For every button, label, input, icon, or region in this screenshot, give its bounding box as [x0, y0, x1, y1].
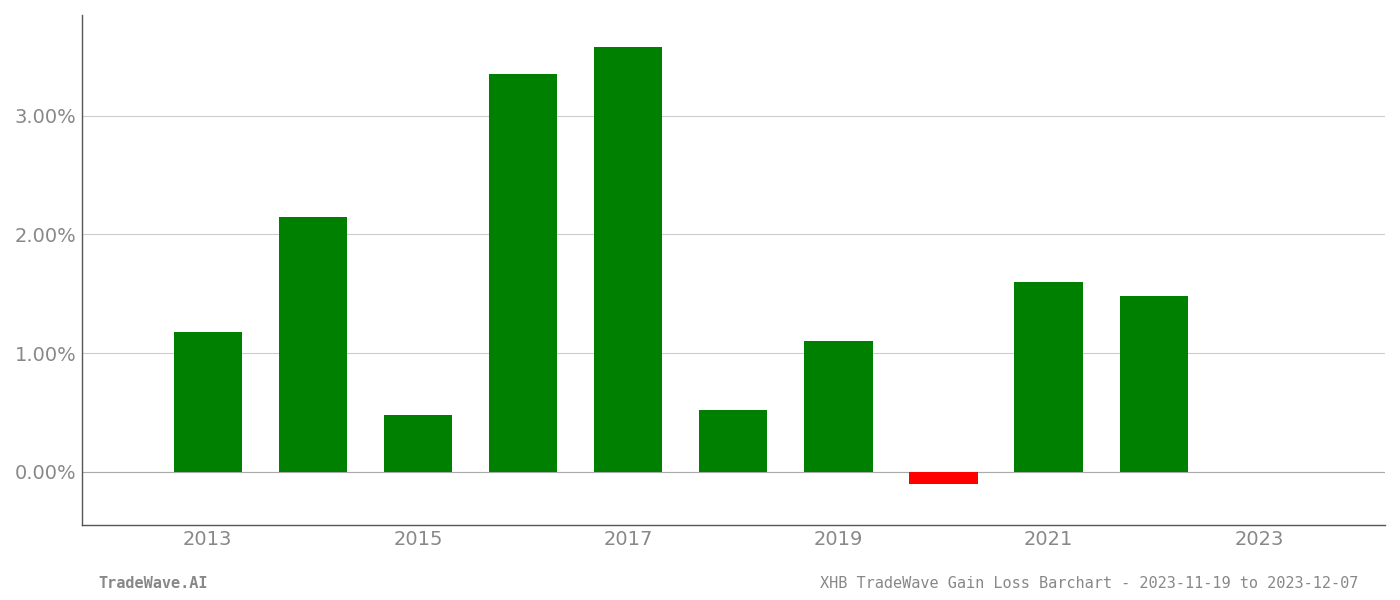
Bar: [1120, 296, 1189, 472]
Bar: [910, 472, 977, 484]
Text: XHB TradeWave Gain Loss Barchart - 2023-11-19 to 2023-12-07: XHB TradeWave Gain Loss Barchart - 2023-…: [819, 576, 1358, 591]
Bar: [804, 341, 872, 472]
Bar: [279, 217, 347, 472]
Bar: [384, 415, 452, 472]
Bar: [1015, 282, 1082, 472]
Bar: [594, 47, 662, 472]
Bar: [699, 410, 767, 472]
Bar: [174, 332, 242, 472]
Bar: [489, 74, 557, 472]
Text: TradeWave.AI: TradeWave.AI: [98, 576, 207, 591]
